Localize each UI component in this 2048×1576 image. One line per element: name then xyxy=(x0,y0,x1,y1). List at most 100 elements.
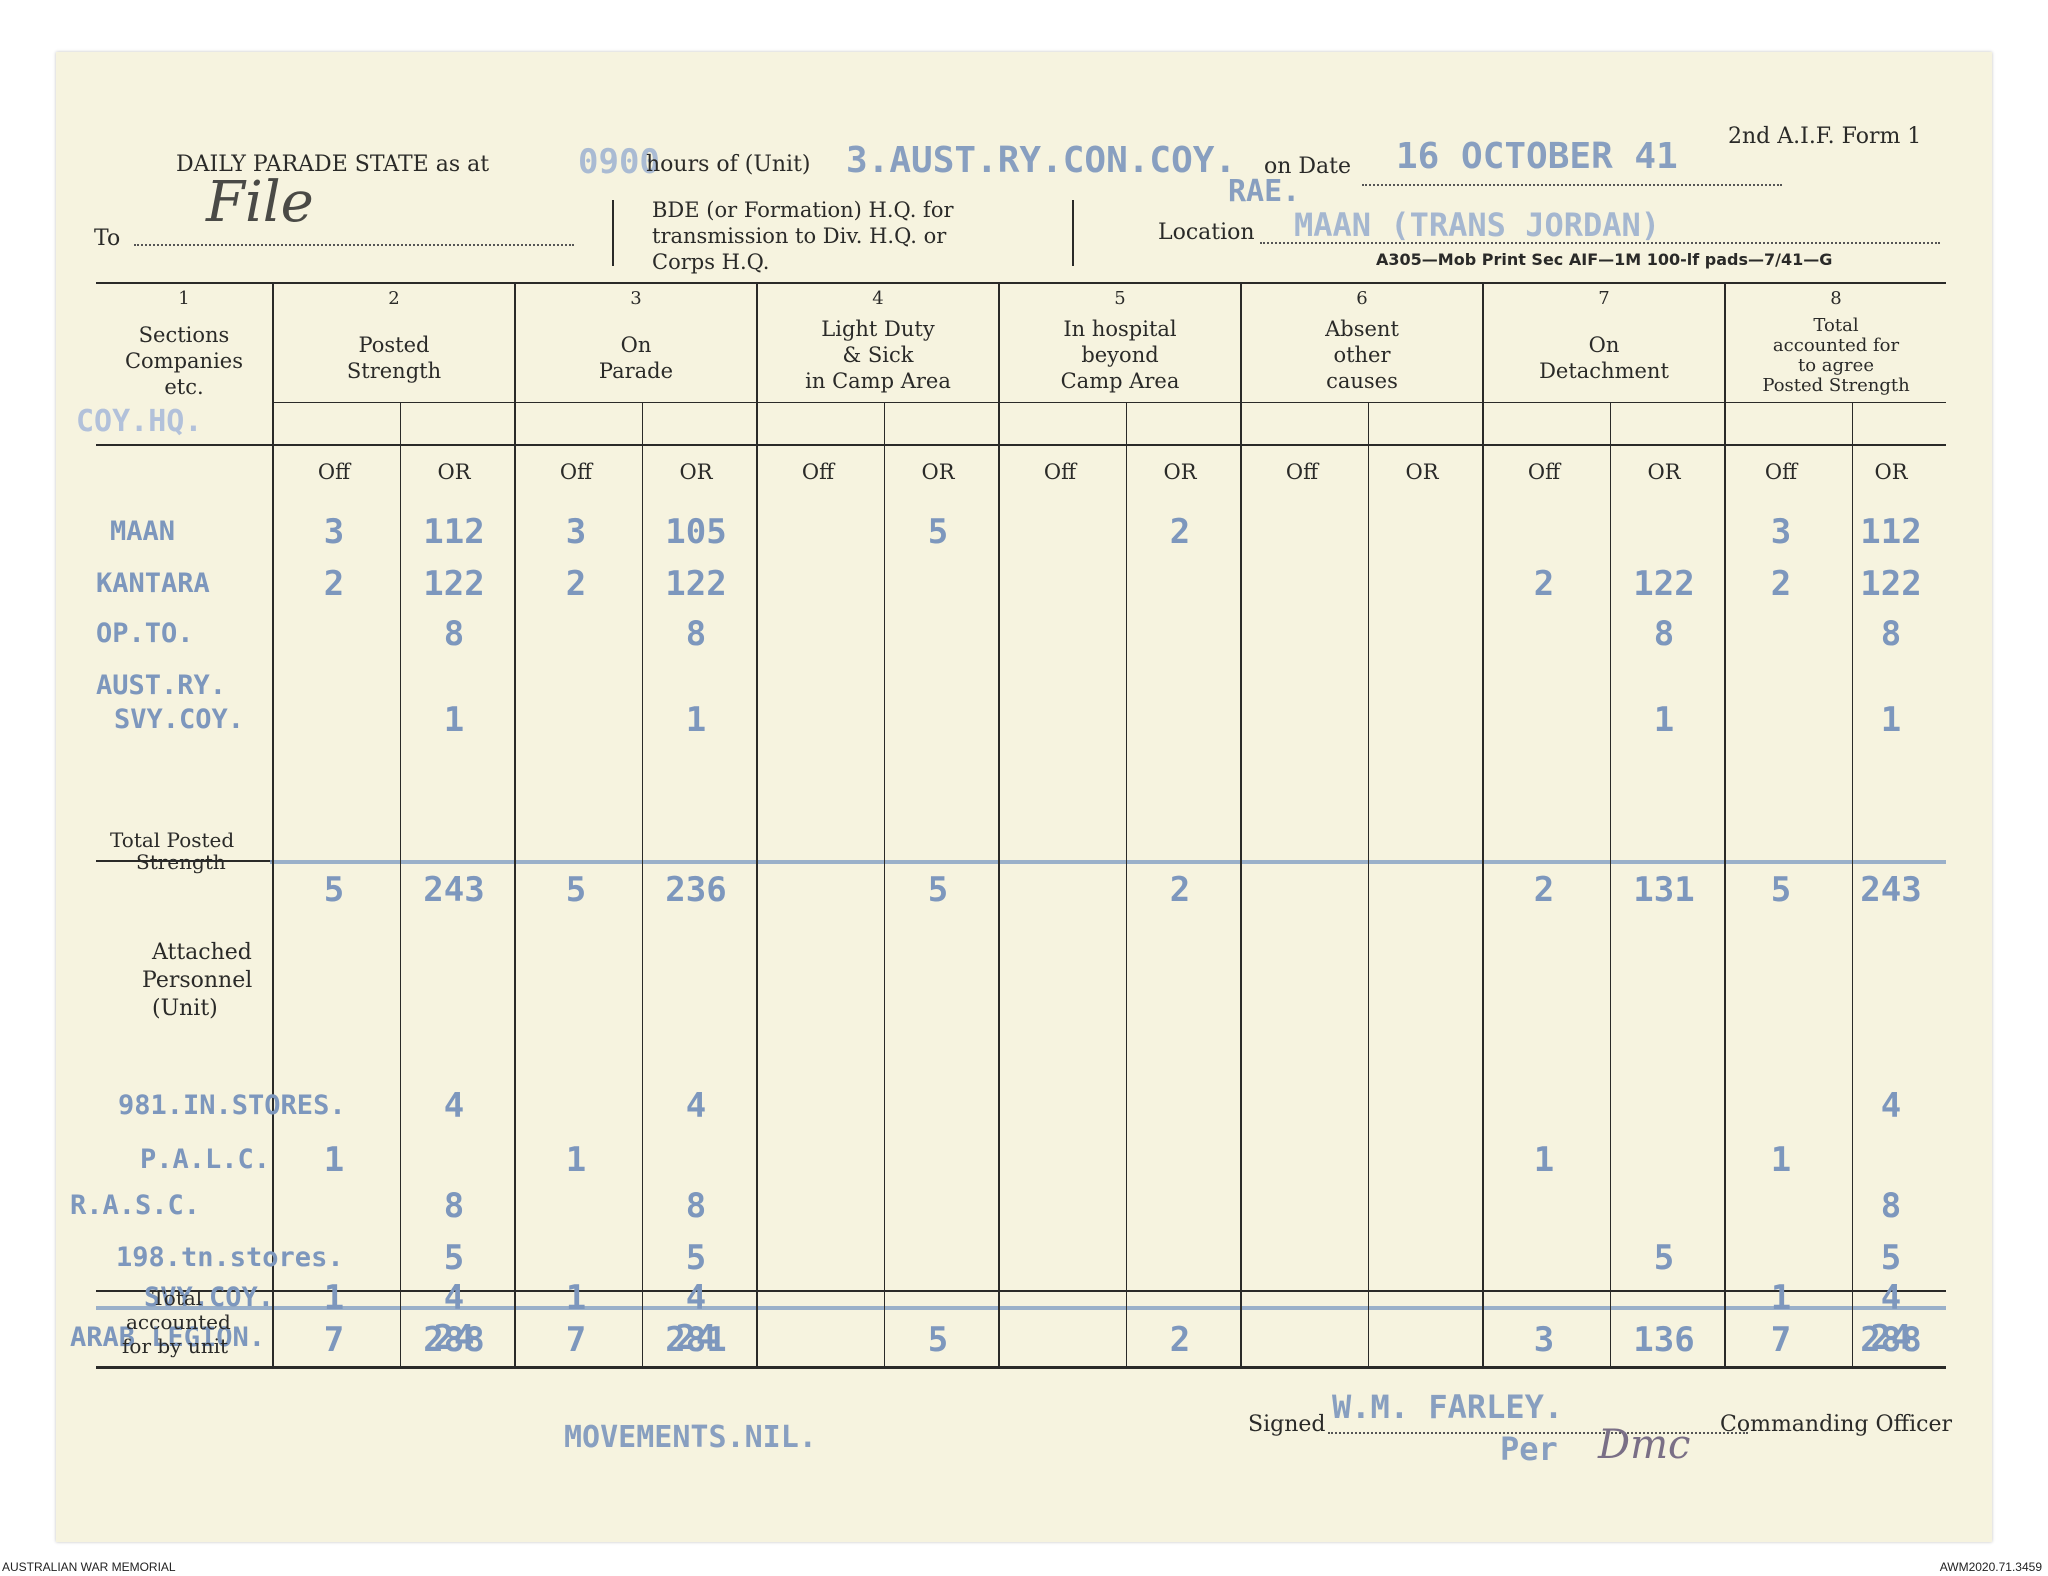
row-label: AUST.RY. xyxy=(96,670,227,701)
date-dotted-line xyxy=(1362,184,1782,186)
location-label: Location xyxy=(1158,220,1255,245)
sub-rule-4 xyxy=(884,402,885,1368)
total-posted-cell: 5 xyxy=(323,870,345,910)
attached-row-label: 198.tn.stores. xyxy=(116,1242,344,1273)
archive-footer-left: AUSTRALIAN WAR MEMORIAL xyxy=(2,1560,176,1574)
body-row-cell: 8 xyxy=(685,614,707,654)
row-label: OP.TO. xyxy=(96,618,194,649)
body-row-cell: 2 xyxy=(323,564,345,604)
typed-underline-1 xyxy=(270,860,1946,864)
attached-row-label: 981.IN.STORES. xyxy=(118,1090,346,1121)
total-unit-cell: 281 xyxy=(665,1320,727,1360)
to-label: To xyxy=(94,226,121,251)
total-posted-cell: 2 xyxy=(1169,870,1191,910)
location-dotted-line xyxy=(1260,242,1940,244)
signed-name: W.M. FARLEY. xyxy=(1332,1388,1564,1426)
per-label: Per xyxy=(1500,1430,1558,1468)
body-row-cell: 1 xyxy=(685,700,707,740)
column-number: 4 xyxy=(872,288,884,309)
col-rule-5 xyxy=(1240,282,1242,1368)
signed-role: Commanding Officer xyxy=(1720,1412,1953,1437)
unit-name: 3.AUST.RY.CON.COY. xyxy=(846,140,1237,181)
col-rule-2 xyxy=(514,282,516,1368)
bde-text-1: BDE (or Formation) H.Q. for xyxy=(652,198,954,222)
signed-label: Signed xyxy=(1248,1412,1326,1437)
total-posted-rule xyxy=(96,860,274,862)
total-posted-cell: 5 xyxy=(927,870,949,910)
column-number: 1 xyxy=(178,288,190,309)
body-row-cell: 122 xyxy=(423,564,485,604)
column-header-line: etc. xyxy=(164,375,204,399)
parade-time: 0900 xyxy=(578,142,660,182)
total-posted-cell: 2 xyxy=(1533,870,1555,910)
sub-rule-5 xyxy=(1126,402,1127,1368)
parade-date: 16 OCTOBER 41 xyxy=(1396,136,1678,177)
total-unit-cell: 2 xyxy=(1169,1320,1191,1360)
print-note: A305—Mob Print Sec AIF—1M 100-lf pads—7/… xyxy=(1376,250,1833,269)
sub-header-or: OR xyxy=(1647,460,1681,484)
table-subhead-rule xyxy=(96,444,1946,446)
attached-row-cell: 1 xyxy=(1770,1140,1792,1180)
form-id: 2nd A.I.F. Form 1 xyxy=(1728,124,1922,149)
column-header-line: In hospital xyxy=(1063,317,1177,341)
attached-row-cell: 24 xyxy=(433,1318,475,1358)
col-rule-7 xyxy=(1724,282,1726,1368)
column-header-line: beyond xyxy=(1081,343,1159,367)
column-number: 7 xyxy=(1598,288,1610,309)
total-unit-cell: 7 xyxy=(1770,1320,1792,1360)
body-row-cell: 2 xyxy=(565,564,587,604)
column-header-line: Sections xyxy=(138,323,230,347)
body-row-cell: 8 xyxy=(1653,614,1675,654)
attached-label-3: (Unit) xyxy=(152,996,218,1021)
total-unit-cell: 288 xyxy=(423,1320,485,1360)
column-number: 5 xyxy=(1114,288,1126,309)
sub-rule-8 xyxy=(1852,402,1853,1368)
attached-row-cell: 8 xyxy=(443,1186,465,1226)
body-row-cell: 2 xyxy=(1533,564,1555,604)
column-header-line: to agree xyxy=(1798,355,1874,376)
sub-header-or: OR xyxy=(1405,460,1439,484)
row-label: SVY.COY. xyxy=(114,704,245,735)
body-row-cell: 3 xyxy=(1770,512,1792,552)
attached-label-2: Personnel xyxy=(142,968,253,993)
attached-row-cell: 4 xyxy=(443,1086,465,1126)
unit-sub: RAE. xyxy=(1228,174,1301,209)
attached-row-cell: 24 xyxy=(675,1318,717,1358)
body-row-cell: 3 xyxy=(323,512,345,552)
on-date-label: on Date xyxy=(1264,154,1352,179)
form-title: DAILY PARADE STATE as at xyxy=(176,152,490,177)
column-header-line: causes xyxy=(1326,369,1398,393)
column-header-line: Parade xyxy=(598,359,674,383)
body-row-cell: 2 xyxy=(1169,512,1191,552)
body-row-cell: 3 xyxy=(565,512,587,552)
attached-row-cell: 1 xyxy=(565,1140,587,1180)
sub-header-off: Off xyxy=(801,460,835,484)
total-posted-cell: 243 xyxy=(423,870,485,910)
header-divider-1 xyxy=(612,200,614,266)
column-number: 6 xyxy=(1356,288,1368,309)
body-row-cell: 2 xyxy=(1770,564,1792,604)
total-accounted-top-rule xyxy=(96,1290,1946,1292)
body-row-cell: 105 xyxy=(665,512,727,552)
sub-header-off: Off xyxy=(317,460,351,484)
total-posted-label-1: Total Posted xyxy=(110,828,235,852)
sub-header-off: Off xyxy=(559,460,593,484)
attached-row-cell: 5 xyxy=(1653,1238,1675,1278)
body-row-cell: 1 xyxy=(1653,700,1675,740)
column-header-line: Posted Strength xyxy=(1762,375,1910,396)
sub-header-or: OR xyxy=(1163,460,1197,484)
total-posted-cell: 5 xyxy=(1770,870,1792,910)
to-value: File xyxy=(206,170,314,235)
to-dotted-line xyxy=(134,244,574,246)
sub-rule-3 xyxy=(642,402,643,1368)
total-posted-cell: 5 xyxy=(565,870,587,910)
subhead-line xyxy=(274,402,1946,403)
column-number: 3 xyxy=(630,288,642,309)
sub-rule-6 xyxy=(1368,402,1369,1368)
sub-header-off: Off xyxy=(1285,460,1319,484)
body-row-cell: 122 xyxy=(1633,564,1695,604)
total-unit-cell: 288 xyxy=(1860,1320,1922,1360)
sub-header-off: Off xyxy=(1764,460,1798,484)
col-rule-1 xyxy=(272,282,274,1368)
attached-row-label: SVY.COY. xyxy=(144,1282,275,1313)
